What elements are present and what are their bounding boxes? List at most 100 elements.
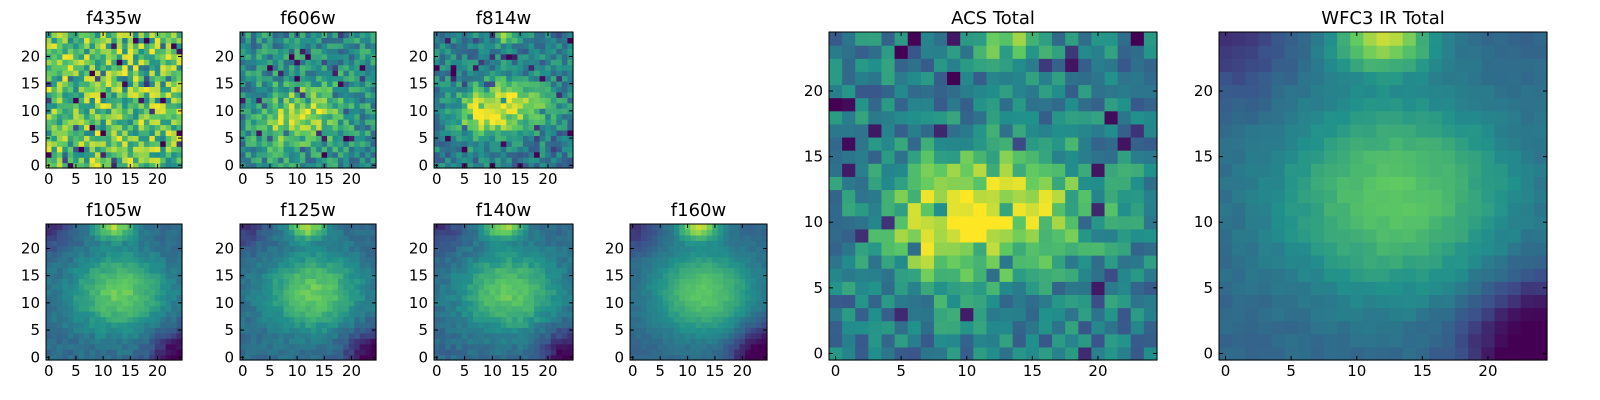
heatmap-cell [111,240,118,247]
heatmap-cell [62,311,69,318]
heatmap-cell [370,32,377,39]
heatmap-cell [316,349,323,356]
heatmap-cell [561,256,569,263]
heatmap-cell [668,294,675,301]
heatmap-cell [894,294,909,309]
heatmap-cell [973,189,988,204]
heatmap-cell [434,251,441,258]
heatmap-cell [734,321,741,328]
heatmap-cell [550,80,557,87]
heatmap-cell [506,53,513,60]
heatmap-cell [640,272,648,279]
heatmap-cell [445,146,452,153]
heatmap-cell [111,343,118,350]
heatmap-cell [56,108,63,115]
heatmap-cell [105,300,112,307]
heatmap-cell [745,343,752,350]
heatmap-cell [651,338,658,345]
heatmap-cell [365,151,372,158]
heatmap-cell [484,59,491,66]
heatmap-cell [500,240,507,247]
heatmap-cell [461,91,468,98]
heatmap-cell [478,70,485,77]
heatmap-cell [160,140,167,147]
heatmap-cell [46,332,53,339]
heatmap-cell [500,146,507,153]
x-tick-label: 20 [148,362,167,380]
heatmap-cell [500,256,507,263]
heatmap-cell [337,311,344,318]
heatmap-cell [855,150,869,164]
heatmap-cell [94,119,101,126]
heatmap-cell [484,124,491,131]
heatmap-cell [701,245,708,252]
heatmap-cell [511,151,518,158]
heatmap-cell [445,256,452,263]
heatmap-cell [511,135,518,142]
heatmap-cell [506,311,513,318]
heatmap-cell [250,267,257,274]
heatmap-cell [89,119,96,126]
heatmap-cell [67,251,74,258]
heatmap-cell [668,245,675,252]
heatmap-cell [439,343,446,350]
heatmap-cell [484,146,491,153]
heatmap-cell [561,311,569,318]
heatmap-cell [105,140,112,147]
heatmap-cell [299,64,306,71]
heatmap-cell [133,135,140,142]
heatmap-cell [176,256,183,263]
heatmap-cell [1130,176,1145,191]
heatmap-cell [450,245,457,252]
heatmap-cell [84,311,91,318]
heatmap-cell [245,300,252,307]
heatmap-cell [456,245,463,252]
heatmap-cell [461,42,468,49]
heatmap-cell [651,305,658,312]
heatmap-cell [56,354,63,361]
heatmap-cell [534,311,541,318]
heatmap-cell [337,86,344,93]
heatmap-cell [907,189,922,204]
heatmap-cell [370,240,377,247]
heatmap-cell [434,316,441,323]
heatmap-cell [171,256,178,263]
heatmap-cell [986,215,1001,230]
heatmap-cell [472,300,480,307]
axes-frame [433,31,574,169]
heatmap-cell [67,129,74,136]
heatmap-cell [256,229,263,236]
heatmap-cell [127,113,134,120]
heatmap-cell [517,332,524,339]
heatmap-cell [450,37,457,44]
heatmap-cell [305,91,312,98]
heatmap-cell [250,140,257,147]
heatmap-cell [567,267,574,274]
heatmap-cell [143,349,150,356]
heatmap-cell [450,32,457,39]
heatmap-cell [450,59,457,66]
heatmap-cell [445,338,452,345]
heatmap-cell [240,102,247,109]
heatmap-cell [668,327,675,334]
heatmap-cell [343,338,350,345]
heatmap-cell [445,53,452,60]
heatmap-cell [467,229,474,236]
heatmap-cell [1038,202,1053,217]
heatmap-cell [321,338,328,345]
y-tick-label: 5 [614,321,624,339]
heatmap-cell [116,262,123,269]
heatmap-cell [445,59,452,66]
heatmap-cell [321,37,328,44]
heatmap-cell [84,289,91,296]
heatmap-cell [272,262,279,269]
heatmap-cell [348,267,355,274]
heatmap-cell [701,240,708,247]
heatmap-cell [78,305,85,312]
heatmap-cell [986,228,1001,243]
heatmap-cell [556,240,563,247]
heatmap-cell [149,278,156,285]
heatmap-cell [646,262,653,269]
heatmap-cell [517,119,524,126]
heatmap-cell [717,300,724,307]
